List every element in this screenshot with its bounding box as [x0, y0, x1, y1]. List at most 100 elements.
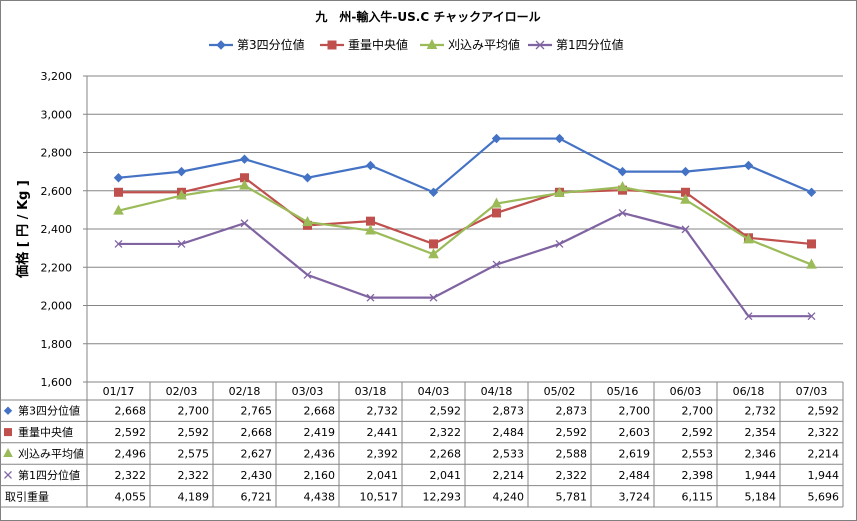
legend-marker	[327, 40, 337, 50]
table-legend-key	[3, 406, 13, 415]
data-point	[492, 208, 501, 218]
y-tick-label: 2,200	[41, 261, 73, 274]
data-point	[492, 260, 501, 269]
series-line	[118, 176, 812, 246]
data-point	[428, 248, 439, 259]
table-cell: 2,398	[682, 469, 714, 482]
data-point	[176, 166, 187, 177]
table-row-label: 刈込み平均値	[18, 448, 84, 461]
table-cell: 2,619	[619, 448, 651, 461]
legend-label: 第3四分位値	[237, 37, 305, 52]
series-triangle	[113, 179, 817, 269]
table-cell: 2,214	[808, 448, 840, 461]
table-cell: 2,354	[745, 426, 777, 439]
table-cell: 2,700	[178, 405, 210, 418]
table-cell: 2,592	[556, 426, 588, 439]
table-cell: 2,436	[304, 448, 336, 461]
table-cell: 2,592	[808, 405, 840, 418]
table-cell: 4,055	[115, 490, 147, 503]
data-table: 01/17 02/03 02/18 03/03 03/18 04/03 04/18 05/02…	[0, 381, 844, 508]
series-diamond	[113, 133, 817, 197]
data-point	[681, 225, 690, 234]
y-axis-label: 価格 [ 円 / Kg ]	[15, 180, 31, 279]
table-cell: 2,873	[556, 405, 588, 418]
series-x	[114, 208, 816, 321]
y-axis: 1,600 1,800 2,000 2,200 2,400 2,600 2,800 3,000…	[41, 70, 88, 389]
data-point	[240, 219, 249, 228]
data-point	[303, 270, 312, 279]
table-cell: 5,781	[556, 490, 588, 503]
table-cell: 2,765	[241, 405, 273, 418]
x-tick-label: 07/03	[796, 385, 828, 398]
data-point	[239, 179, 250, 190]
y-tick-label: 2,000	[41, 300, 73, 313]
table-cell: 2,160	[304, 469, 336, 482]
data-point	[807, 239, 816, 249]
x-tick-label: 02/03	[166, 385, 198, 398]
table-cell: 5,696	[808, 490, 840, 503]
x-tick-label: 03/18	[355, 385, 387, 398]
table-cell: 4,438	[304, 490, 336, 503]
data-point	[429, 239, 438, 249]
legend-item: 第1四分位値	[528, 37, 624, 52]
table-cell: 2,732	[367, 405, 399, 418]
table-cell: 2,603	[619, 426, 651, 439]
table-cell: 2,668	[241, 426, 273, 439]
table-cell: 2,575	[178, 448, 210, 461]
table-cell: 2,732	[745, 405, 777, 418]
y-tick-label: 3,200	[41, 70, 73, 83]
legend-label: 第1四分位値	[556, 37, 624, 52]
data-point	[807, 312, 816, 321]
table-cell: 2,041	[430, 469, 462, 482]
data-point	[428, 187, 439, 197]
table-cell: 2,592	[178, 426, 210, 439]
table-cell: 2,322	[178, 469, 210, 482]
y-tick-label: 2,600	[41, 185, 73, 198]
table-cell: 12,293	[423, 490, 462, 503]
table-cell: 4,240	[493, 490, 525, 503]
legend-item: 第3四分位値	[209, 37, 305, 52]
x-tick-label: 04/18	[481, 385, 513, 398]
x-tick-label: 05/02	[544, 385, 576, 398]
data-point	[114, 187, 123, 197]
x-tick-label: 03/03	[292, 385, 324, 398]
table-cell: 2,419	[304, 426, 336, 439]
table-cell: 2,041	[367, 469, 399, 482]
table-cell: 2,392	[367, 448, 399, 461]
data-point	[680, 193, 691, 204]
table-cell: 2,533	[493, 448, 525, 461]
x-tick-label: 05/16	[607, 385, 639, 398]
data-point	[554, 133, 565, 144]
x-tick-label: 06/18	[733, 385, 765, 398]
series-line	[118, 137, 812, 194]
table-row-label: 第3四分位値	[18, 404, 80, 418]
table-cell: 2,430	[241, 469, 273, 482]
series-line	[118, 211, 812, 318]
y-tick-label: 2,800	[41, 147, 73, 160]
data-point	[617, 166, 628, 177]
table-cell: 2,592	[430, 405, 462, 418]
legend-marker	[216, 40, 226, 50]
data-point	[177, 239, 186, 248]
data-point	[618, 208, 627, 217]
table-cell: 2,322	[115, 469, 147, 482]
table-row-label: 重量中央値	[18, 425, 73, 439]
table-cell: 10,517	[360, 490, 399, 503]
data-point	[365, 160, 376, 171]
legend-marker	[426, 38, 438, 49]
table-row-label: 取引重量	[5, 489, 49, 503]
table-cell: 2,627	[241, 448, 273, 461]
table-cell: 2,214	[493, 469, 525, 482]
data-point	[113, 204, 124, 215]
x-tick-label: 06/03	[670, 385, 702, 398]
table-cell: 2,700	[619, 405, 651, 418]
legend-label: 重量中央値	[348, 37, 408, 52]
table-cell: 2,592	[682, 426, 714, 439]
table-cell: 2,346	[745, 448, 777, 461]
table-cell: 3,724	[619, 490, 651, 503]
chart-title: 九 州-輸入牛-US.C チャックアイロール	[314, 9, 540, 24]
series-square	[114, 173, 816, 249]
y-tick-label: 2,400	[41, 223, 73, 236]
table-cell: 2,441	[367, 426, 399, 439]
